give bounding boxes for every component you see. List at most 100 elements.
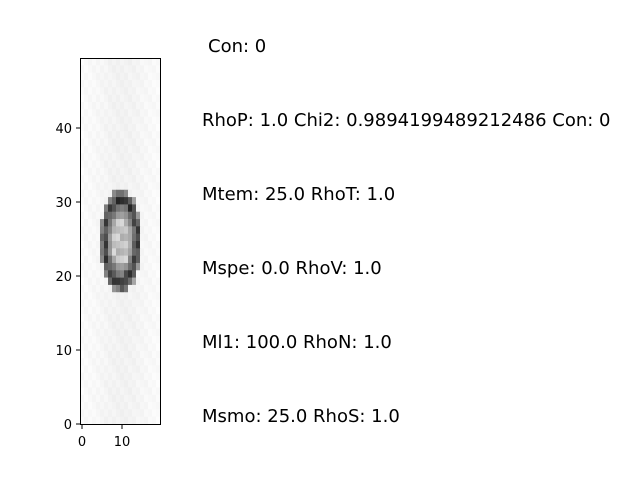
heat-cell [92, 255, 97, 264]
heat-cell [104, 277, 109, 286]
heat-cell [96, 306, 101, 315]
heat-cell [80, 123, 85, 132]
heat-cell [104, 270, 109, 278]
heat-cell [84, 101, 89, 110]
heat-cell [104, 182, 109, 191]
heat-cell [144, 79, 149, 88]
heat-cell [108, 387, 113, 396]
heat-cell [80, 284, 85, 293]
heat-cell [92, 101, 97, 110]
heat-cell [116, 87, 121, 95]
heat-cell [108, 270, 113, 278]
heat-cell [108, 219, 113, 227]
heat-cell [116, 109, 121, 117]
heat-cell [156, 131, 161, 139]
heat-cell [92, 167, 97, 176]
heat-cell [140, 197, 145, 205]
heat-cell [96, 233, 101, 242]
heat-cell [96, 350, 101, 359]
heat-cell [136, 277, 141, 286]
heat-cell [116, 65, 121, 73]
heat-cell [84, 292, 89, 300]
heat-cell [80, 306, 85, 315]
heat-cell [152, 123, 157, 132]
heat-cell [104, 284, 109, 293]
heat-cell [120, 416, 125, 425]
heat-cell [96, 123, 101, 132]
heat-cell [136, 226, 141, 234]
heat-cell [128, 197, 133, 205]
heat-cell [136, 182, 141, 191]
heat-cell [116, 116, 121, 125]
heat-cell [124, 262, 129, 271]
heat-cell [104, 175, 109, 183]
heat-cell [92, 160, 97, 169]
y-tick-label: 20 [55, 270, 72, 285]
heat-cell [148, 328, 153, 337]
heat-cell [156, 65, 161, 73]
heat-cell [96, 358, 101, 366]
heat-cell [96, 204, 101, 213]
heat-cell [84, 131, 89, 139]
heat-cell [112, 175, 117, 183]
heat-cell [96, 394, 101, 403]
heat-cell [152, 416, 157, 425]
heat-cell [84, 416, 89, 425]
heat-cell [148, 226, 153, 234]
heat-cell [108, 87, 113, 95]
heat-cell [144, 262, 149, 271]
heat-cell [92, 343, 97, 352]
heat-cell [120, 101, 125, 110]
heat-cell [152, 292, 157, 300]
heat-cell [96, 189, 101, 198]
heat-cell [136, 380, 141, 388]
heat-cell [156, 241, 161, 249]
heat-cell [88, 123, 93, 132]
heat-cell [144, 131, 149, 139]
heat-cell [100, 138, 105, 147]
heat-cell [100, 204, 105, 213]
heat-cell [96, 416, 101, 425]
heat-cell [104, 343, 109, 352]
heat-cell [96, 65, 101, 73]
heat-cell [80, 167, 85, 176]
heat-cell [92, 123, 97, 132]
heat-cell [140, 292, 145, 300]
heat-cell [144, 321, 149, 330]
heat-cell [156, 416, 161, 425]
heat-cell [132, 299, 137, 308]
heat-cell [108, 123, 113, 132]
heat-cell [132, 58, 137, 66]
heat-cell [124, 409, 129, 417]
heat-cell [116, 167, 121, 176]
heat-cell [148, 255, 153, 264]
heat-cell [144, 197, 149, 205]
heat-cell [88, 153, 93, 161]
heat-cell [116, 189, 121, 198]
heat-cell [88, 72, 93, 81]
heat-cell [136, 87, 141, 95]
heat-cell [152, 241, 157, 249]
heat-cell [84, 175, 89, 183]
heat-cell [96, 380, 101, 388]
heat-cell [128, 292, 133, 300]
heat-cell [156, 87, 161, 95]
heat-cell [104, 233, 109, 242]
heat-cell [156, 328, 161, 337]
heat-cell [104, 402, 109, 410]
ml1-label: Ml1: 100.0 RhoN: 1.0 [202, 332, 392, 353]
heat-cell [116, 94, 121, 103]
heat-cell [88, 226, 93, 234]
heat-cell [84, 167, 89, 176]
heat-cell [108, 306, 113, 315]
heat-cell [140, 87, 145, 95]
heat-cell [136, 189, 141, 198]
heat-cell [132, 211, 137, 220]
heat-cell [84, 109, 89, 117]
heat-cell [116, 101, 121, 110]
heat-cell [124, 87, 129, 95]
heat-cell [144, 241, 149, 249]
heat-cell [128, 380, 133, 388]
heat-cell [132, 394, 137, 403]
x-tick-label: 0 [78, 435, 86, 450]
